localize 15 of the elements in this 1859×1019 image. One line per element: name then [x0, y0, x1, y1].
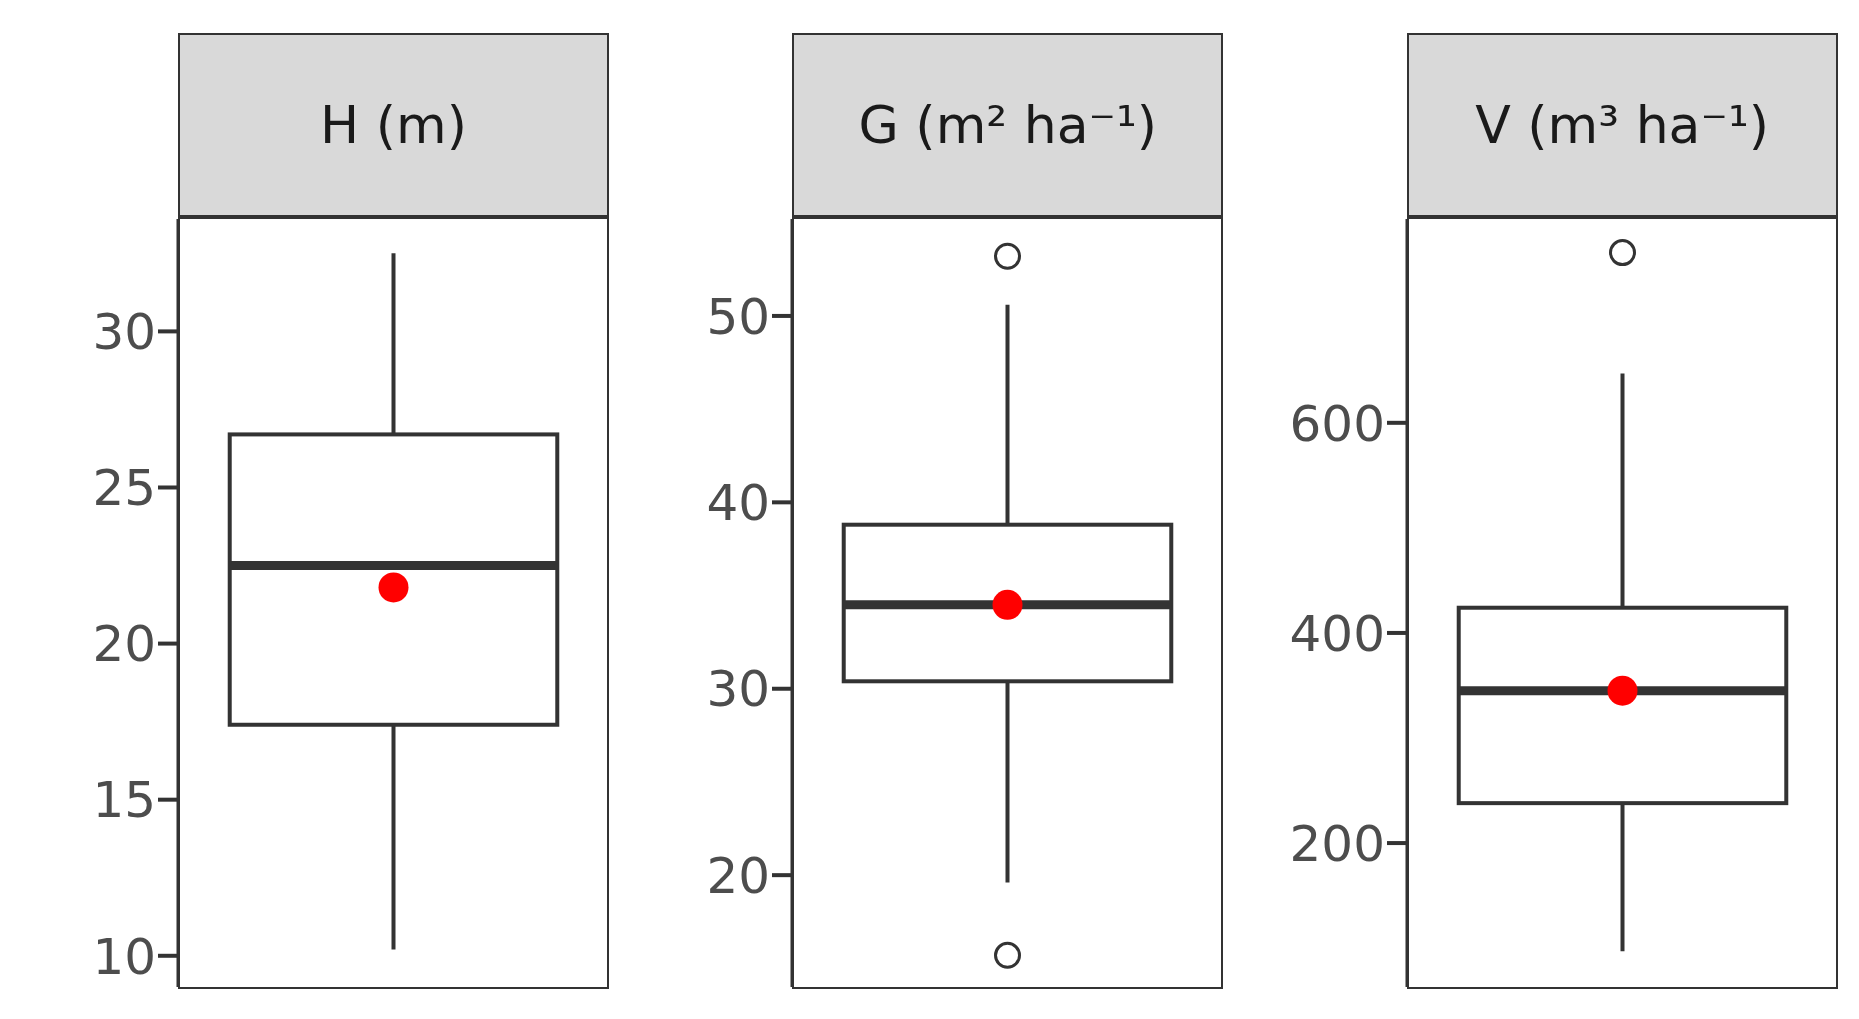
y-tick-label: 50	[706, 287, 771, 346]
y-tick-label: 10	[92, 927, 156, 986]
y-tick-label: 400	[1289, 604, 1385, 663]
y-tick-label: 30	[706, 660, 771, 719]
y-tick-label: 600	[1289, 394, 1385, 453]
y-tick-label: 25	[92, 459, 156, 518]
y-tick-label: 200	[1289, 814, 1385, 873]
y-tick-label: 15	[92, 771, 156, 830]
chart-title: V (m³ ha⁻¹)	[1406, 33, 1838, 219]
y-tick-label: 20	[92, 615, 156, 674]
y-tick-label: 30	[92, 303, 156, 362]
y-tick-label: 20	[706, 846, 771, 905]
chart-title: G (m² ha⁻¹)	[792, 33, 1224, 219]
y-tick-label: 40	[706, 474, 771, 533]
chart-title: H (m)	[178, 33, 609, 219]
